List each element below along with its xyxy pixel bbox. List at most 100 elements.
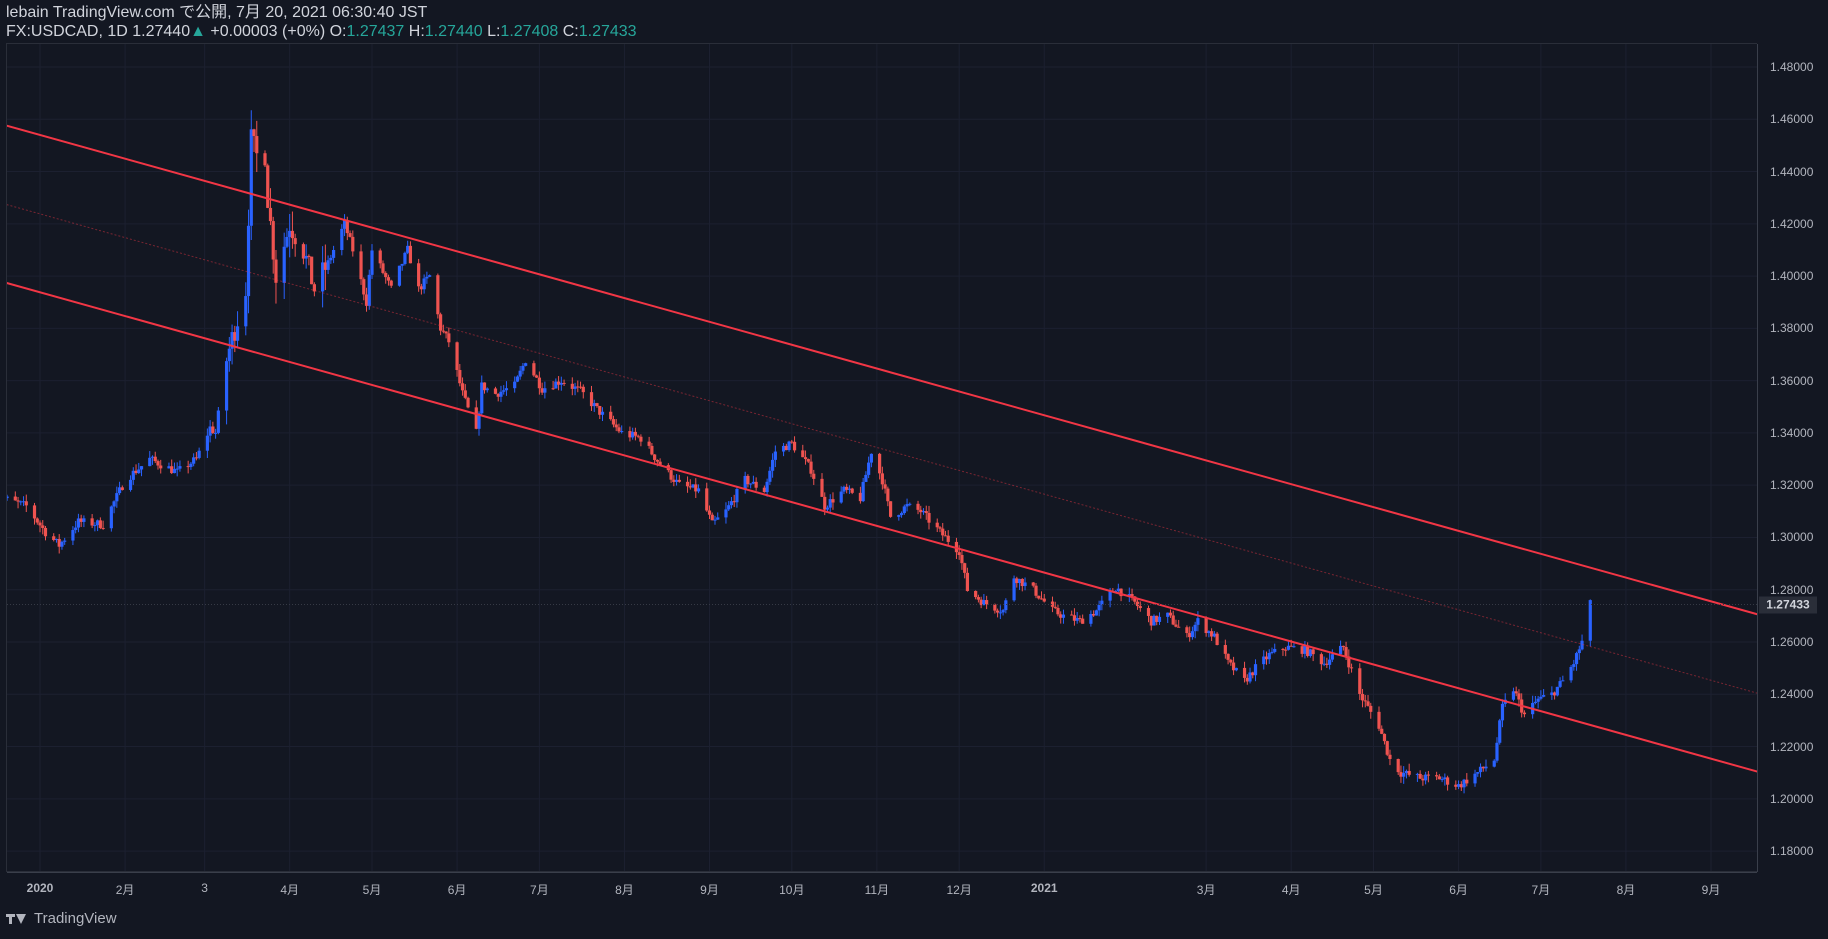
candle-body <box>1226 653 1230 660</box>
price-tick-label: 1.22000 <box>1770 739 1814 754</box>
candle-body <box>21 501 26 503</box>
price-tick-label: 1.38000 <box>1770 321 1814 336</box>
candle-body <box>255 136 259 154</box>
candle-body <box>1347 656 1351 668</box>
price-chart[interactable] <box>7 44 1757 872</box>
candle-body <box>323 262 327 270</box>
candle-body <box>921 511 926 513</box>
candle-body <box>364 294 369 306</box>
price-axis[interactable]: 1.48000 1.46000 1.44000 1.42000 1.40000 1.380… <box>1757 44 1828 872</box>
candle-body <box>422 278 426 290</box>
candle-body <box>214 432 218 434</box>
candle-body <box>598 406 602 415</box>
candle-body <box>244 296 248 327</box>
candle-body <box>301 244 306 259</box>
price-tick-label: 1.18000 <box>1770 844 1814 859</box>
candle-body <box>1328 659 1332 665</box>
candle-body <box>1166 612 1170 617</box>
candle-body <box>1231 662 1236 671</box>
candle-body <box>43 527 48 537</box>
candle-body <box>1558 681 1562 687</box>
candle-body <box>1322 663 1326 665</box>
candle-body <box>326 260 330 270</box>
candle-body <box>573 386 577 389</box>
brand-name: TradingView <box>34 910 117 927</box>
candle-body <box>386 277 391 281</box>
candle-body <box>211 426 215 434</box>
candle-body <box>1421 778 1425 781</box>
candle-body <box>7 496 9 499</box>
candle-body <box>1456 784 1461 787</box>
candle-body <box>609 411 613 420</box>
candle-body <box>1396 759 1400 773</box>
candle-body <box>1366 701 1370 706</box>
candle-body <box>1550 692 1554 696</box>
candle-body <box>576 386 580 388</box>
candle-body <box>1344 647 1348 657</box>
candle-body <box>636 435 640 437</box>
candle-body <box>897 515 901 517</box>
candle-body <box>1034 585 1038 596</box>
candle-body <box>1253 664 1258 676</box>
channel-lower-line <box>7 282 1757 773</box>
candle-body <box>1204 618 1208 634</box>
candle-body <box>1152 615 1156 626</box>
candle-body <box>477 413 481 429</box>
candle-body <box>208 426 212 436</box>
candle-body <box>1492 760 1496 767</box>
candle-body <box>230 332 234 349</box>
candle-body <box>101 527 105 529</box>
candle-body <box>1426 774 1430 776</box>
candle-body <box>902 506 906 514</box>
candle-body <box>1081 618 1085 624</box>
candle-body <box>1177 626 1181 628</box>
candle-body <box>1053 606 1057 608</box>
candle-body <box>1234 667 1238 671</box>
time-axis[interactable]: 2020 2月 3 4月 5月 6月 7月 8月 9月 10月 11月 12月 2021 3月 4月 5月 6月… <box>7 872 1757 903</box>
candle-body <box>965 572 970 591</box>
candle-body <box>189 463 193 467</box>
candle-body <box>1435 775 1439 777</box>
candle-body <box>1092 613 1096 616</box>
candle-body <box>1407 770 1411 775</box>
candle-body <box>348 233 352 237</box>
candle-body <box>351 236 355 252</box>
candle-body <box>1319 654 1323 665</box>
candle-body <box>342 220 347 229</box>
candle-body <box>186 466 190 468</box>
candle-body <box>408 245 413 264</box>
candle-body <box>1308 649 1312 656</box>
candle-body <box>1190 631 1195 638</box>
candle-body <box>131 470 135 480</box>
candle-body <box>1382 733 1387 742</box>
candle-body <box>52 536 56 540</box>
candle-body <box>54 538 59 540</box>
candle-body <box>562 382 566 384</box>
candle-body <box>153 456 157 462</box>
candle-body <box>1580 640 1584 650</box>
candle-body <box>543 388 547 393</box>
candle-body <box>1207 631 1211 634</box>
candle-body <box>1415 773 1420 775</box>
candle-body <box>493 388 498 394</box>
candle-body <box>888 501 893 517</box>
candle-body <box>935 522 939 528</box>
candle-body <box>554 381 558 389</box>
time-tick-label: 10月 <box>779 883 805 897</box>
candle-body <box>762 487 766 493</box>
candle-body <box>32 505 37 519</box>
candle-body <box>1127 594 1131 597</box>
price-change: +0.00003 (+0%) <box>210 23 326 40</box>
candle-body <box>137 469 141 474</box>
candle-body <box>957 552 961 555</box>
candle-body <box>792 441 797 451</box>
candle-body <box>1498 720 1502 743</box>
candle-body <box>839 491 843 503</box>
candle-body <box>1119 588 1123 597</box>
candle-body <box>617 427 621 432</box>
candle-body <box>845 486 849 490</box>
time-tick-label: 8月 <box>1616 883 1636 897</box>
candle-body <box>1075 618 1079 621</box>
candle-body <box>1264 656 1269 660</box>
candle-body <box>1078 618 1082 620</box>
